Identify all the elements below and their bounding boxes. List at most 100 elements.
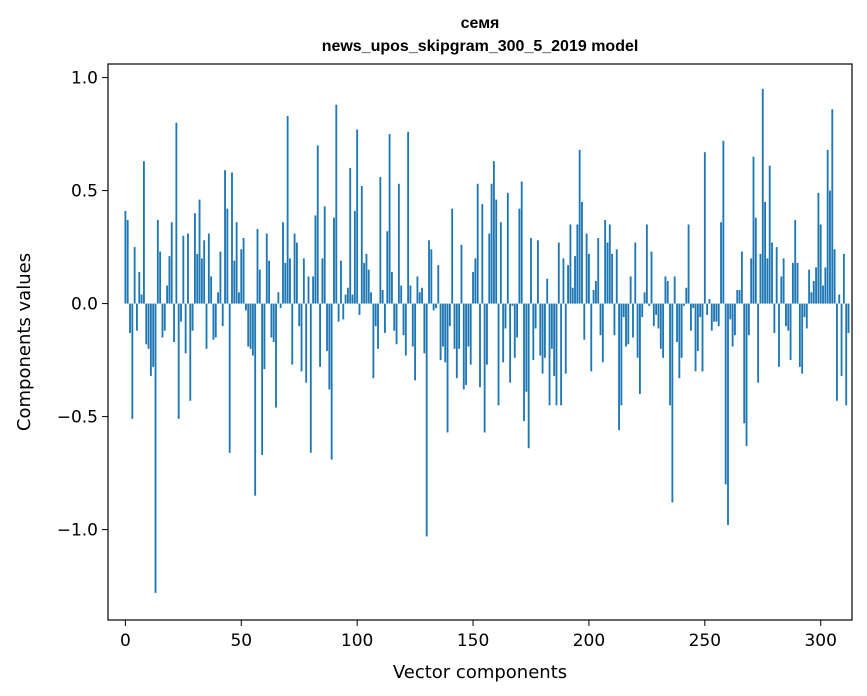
bar-303	[826, 149, 829, 304]
bar-47	[233, 260, 236, 304]
bar-170	[518, 208, 521, 304]
bar-300	[819, 224, 822, 304]
bar-40	[217, 292, 220, 304]
bar-57	[256, 228, 259, 304]
bar-304	[829, 190, 831, 304]
bar-90	[333, 217, 335, 304]
bar-127	[418, 292, 421, 304]
bar-92	[337, 303, 340, 322]
bar-241	[683, 303, 685, 306]
bar-115	[391, 271, 393, 304]
bar-293	[803, 303, 806, 318]
bar-73	[293, 233, 296, 304]
bar-295	[808, 269, 811, 304]
bar-45	[228, 303, 231, 453]
y-axis-ticks: 1.0 0.5 0.0 −0.5 −1.0	[57, 69, 108, 541]
bar-294	[805, 303, 808, 329]
bar-193	[571, 287, 574, 304]
bar-153	[479, 303, 481, 388]
bar-169	[516, 303, 519, 338]
bar-184	[550, 303, 553, 349]
bar-208	[606, 242, 609, 304]
bar-251	[706, 303, 709, 315]
bar-0	[124, 210, 127, 304]
bar-150	[472, 271, 474, 304]
bar-38	[212, 303, 215, 340]
bar-95	[344, 294, 347, 304]
bar-288	[791, 262, 794, 304]
bar-3	[131, 303, 134, 419]
bar-108	[374, 303, 377, 327]
bar-194	[574, 256, 576, 304]
bar-269	[747, 303, 750, 336]
bar-262	[731, 303, 734, 347]
bar-134	[435, 303, 437, 309]
bar-271	[752, 156, 755, 304]
bar-229	[655, 303, 658, 315]
bar-196	[578, 149, 581, 304]
bar-214	[620, 303, 623, 406]
bar-87	[326, 303, 328, 352]
bar-79	[307, 276, 310, 304]
bar-167	[511, 303, 514, 306]
bar-51	[242, 238, 245, 304]
bar-276	[764, 201, 767, 304]
bar-137	[441, 303, 444, 347]
bar-274	[759, 253, 762, 304]
bar-85	[321, 258, 324, 304]
bar-267	[743, 303, 746, 424]
bar-2	[129, 303, 131, 333]
y-tick-label: 0.0	[71, 295, 98, 315]
bar-7	[140, 294, 143, 304]
bar-284	[782, 258, 785, 304]
bar-189	[562, 258, 565, 304]
chart-subtitle: news_upos_skipgram_300_5_2019 model	[322, 38, 639, 55]
bar-39	[214, 303, 217, 338]
bar-266	[740, 251, 743, 304]
bar-289	[794, 219, 797, 304]
bar-239	[678, 303, 681, 379]
bar-131	[428, 240, 430, 304]
bar-211	[613, 303, 616, 336]
bar-161	[497, 303, 500, 406]
bar-107	[372, 303, 375, 379]
bar-213	[618, 303, 620, 431]
bar-113	[386, 231, 389, 304]
bar-278	[768, 165, 771, 304]
bar-188	[560, 303, 563, 406]
bar-260	[727, 303, 729, 526]
bar-261	[729, 303, 732, 320]
bar-215	[622, 303, 625, 318]
y-tick-label: 1.0	[71, 69, 98, 89]
bar-177	[534, 303, 537, 329]
bar-279	[771, 242, 773, 304]
bars-group	[124, 88, 850, 593]
bar-28	[189, 303, 192, 401]
bar-178	[537, 240, 539, 304]
bar-258	[722, 140, 725, 304]
bar-89	[330, 303, 333, 460]
bar-165	[506, 192, 509, 304]
bar-225	[645, 224, 648, 304]
bar-235	[669, 303, 671, 406]
bar-140	[448, 303, 451, 327]
bar-69	[284, 262, 287, 304]
bar-282	[778, 303, 780, 367]
bar-15	[159, 251, 162, 304]
bar-232	[662, 303, 665, 358]
bar-187	[557, 242, 560, 304]
bar-190	[564, 303, 567, 374]
y-tick-label: −1.0	[57, 521, 98, 541]
bar-49	[238, 292, 240, 304]
bar-19	[168, 256, 171, 304]
bar-21	[173, 303, 175, 342]
bar-1	[126, 219, 129, 304]
x-tick-label: 0	[120, 631, 131, 651]
bar-43	[224, 170, 226, 304]
bar-100	[356, 129, 359, 304]
bar-18	[166, 285, 169, 304]
bar-29	[191, 303, 194, 331]
bar-71	[289, 258, 291, 304]
bar-147	[465, 303, 468, 385]
bar-268	[745, 303, 748, 446]
